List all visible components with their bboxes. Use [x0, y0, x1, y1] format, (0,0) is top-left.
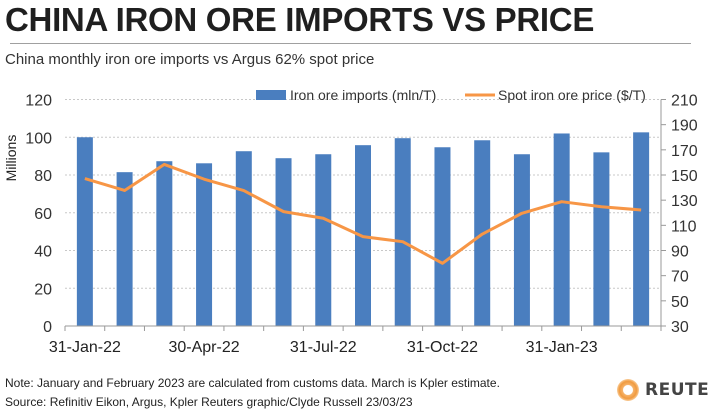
chart-subtitle: China monthly iron ore imports vs Argus …: [5, 51, 375, 68]
y-right-tick-label: 50: [671, 294, 689, 311]
y-left-axis-label: Millions: [3, 135, 19, 182]
tick-labels: 0 20 40 60 80 100 120 30 50 70 90 110 130 150 170 190 21…: [25, 93, 698, 357]
y-right-tick-label: 150: [671, 168, 698, 185]
y-right-tick-label: 110: [671, 218, 697, 235]
bar-imports: [156, 161, 173, 326]
y-left-tick-label: 40: [34, 244, 52, 261]
chart-title: CHINA IRON ORE IMPORTS VS PRICE: [5, 1, 595, 38]
y-left-tick-label: 100: [25, 130, 52, 147]
reuters-logo-icon: [617, 379, 639, 401]
y-left-tick-label: 20: [34, 281, 52, 298]
footnote: Note: January and February 2023 are calc…: [5, 376, 500, 390]
y-left-tick-label: 0: [43, 319, 52, 336]
x-tick-label: 31-Oct-22: [407, 339, 478, 356]
title-divider: [10, 43, 691, 44]
axes: [64, 99, 666, 331]
bar-imports: [315, 154, 332, 326]
bar-imports: [434, 147, 451, 326]
bar-imports: [394, 138, 411, 326]
bar-imports: [553, 133, 570, 326]
reuters-logo-text: REUTERS: [645, 380, 710, 400]
bar-series-imports: [76, 132, 650, 326]
legend: Iron ore imports (mln/T) Spot iron ore p…: [256, 87, 646, 103]
y-right-tick-label: 30: [671, 319, 689, 336]
legend-swatch-imports: [256, 90, 286, 100]
legend-label-price: Spot iron ore price ($/T): [498, 87, 646, 103]
x-tick-label: 31-Jan-23: [526, 339, 598, 356]
bar-imports: [196, 163, 213, 326]
y-right-tick-label: 190: [671, 118, 698, 135]
bar-imports: [76, 137, 93, 326]
y-left-tick-label: 60: [34, 206, 52, 223]
bar-imports: [116, 172, 133, 326]
y-right-tick-label: 170: [671, 143, 698, 160]
x-tick-label: 31-Jul-22: [290, 339, 357, 356]
line-series-price: [84, 162, 642, 265]
bar-imports: [633, 132, 650, 326]
x-tick-label: 30-Apr-22: [168, 339, 239, 356]
legend-label-imports: Iron ore imports (mln/T): [290, 87, 436, 103]
x-tick-label: 31-Jan-22: [49, 339, 121, 356]
bar-imports: [593, 152, 610, 326]
y-right-tick-label: 70: [671, 269, 689, 286]
y-right-tick-label: 210: [671, 93, 698, 110]
y-left-tick-label: 80: [34, 168, 52, 185]
y-right-tick-label: 90: [671, 244, 689, 261]
bar-imports: [235, 151, 252, 326]
y-left-tick-label: 120: [25, 93, 52, 110]
bar-imports: [275, 158, 292, 326]
reuters-logo: REUTERS: [617, 377, 710, 403]
source-line: Source: Refinitiv Eikon, Argus, Kpler Re…: [5, 395, 413, 409]
y-right-tick-label: 130: [671, 193, 698, 210]
bar-imports: [513, 154, 530, 326]
